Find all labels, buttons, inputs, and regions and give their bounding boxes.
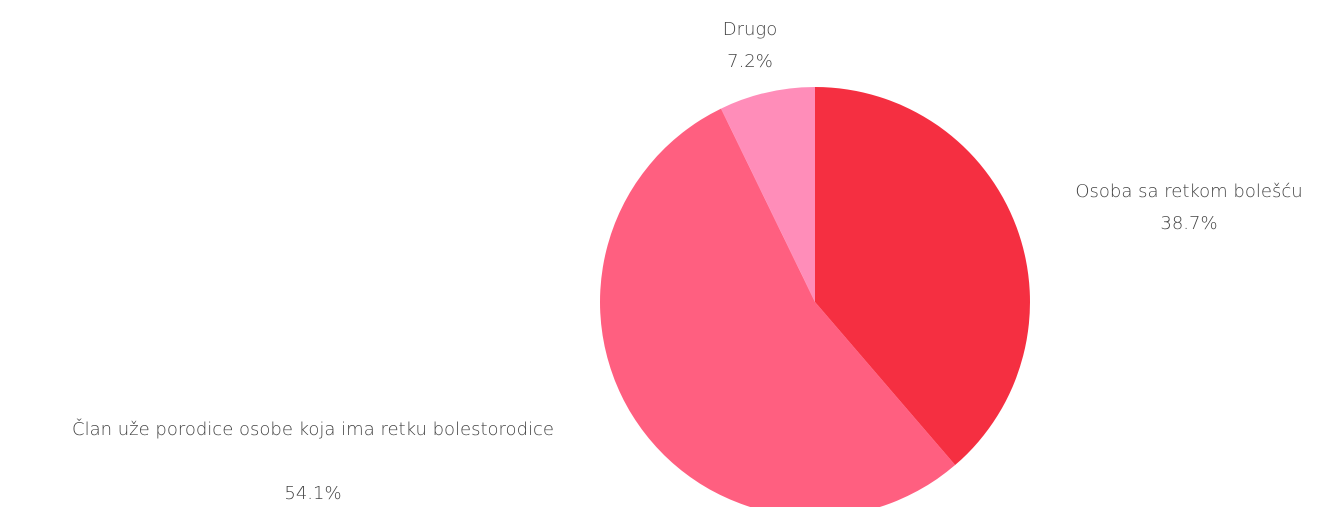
slice-clan	[600, 108, 956, 507]
slice-label-drugo: Drugo 7.2%	[660, 14, 840, 78]
slice-label-text: Osoba sa retkom bolešću	[1075, 181, 1303, 202]
pie-slices	[600, 87, 1030, 507]
slice-drugo	[721, 87, 815, 302]
slice-percent-text: 7.2%	[727, 51, 773, 72]
slice-label-text: Drugo	[722, 19, 778, 40]
slice-label-clan: Član uže porodice osobe koja ima retku b…	[0, 414, 626, 507]
slice-label-text: Član uže porodice osobe koja ima retku b…	[72, 419, 554, 440]
slice-label-osoba: Osoba sa retkom bolešću 38.7%	[1034, 176, 1338, 240]
slice-percent-text: 54.1%	[284, 483, 342, 504]
slice-osoba	[815, 87, 1030, 466]
slice-percent-text: 38.7%	[1160, 213, 1218, 234]
